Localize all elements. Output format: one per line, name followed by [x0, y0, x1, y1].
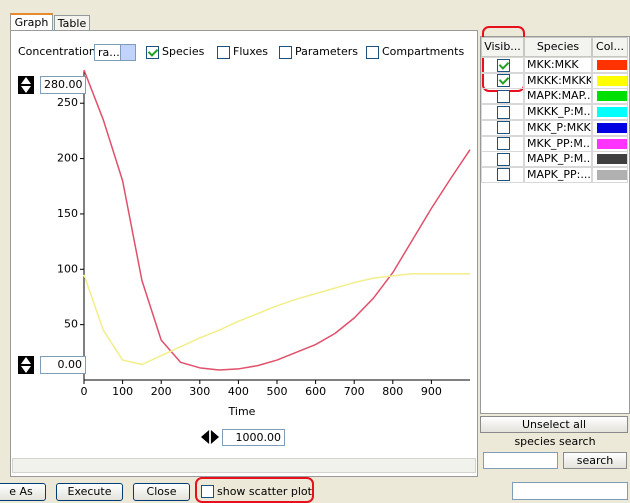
close-button[interactable]: Close	[133, 483, 190, 501]
row-cell	[481, 119, 524, 136]
y-tick-label: 200	[57, 152, 78, 165]
save-as-button[interactable]: e As	[0, 483, 46, 501]
checkbox-label: Compartments	[382, 45, 465, 58]
search-label: species search	[514, 435, 596, 448]
row-cell	[592, 88, 628, 105]
visible-checkbox[interactable]	[497, 89, 510, 103]
dropdown-arrow[interactable]	[120, 45, 135, 60]
color-swatch	[597, 122, 627, 133]
x-tick-label: 400	[228, 385, 249, 398]
checkbox[interactable]	[279, 46, 292, 59]
row-cell	[481, 57, 524, 73]
species-name: MKK_PP:M...	[524, 135, 592, 152]
x-tick-label: 200	[151, 385, 172, 398]
visible-checkbox[interactable]	[497, 74, 510, 88]
row-cell	[592, 72, 628, 89]
row-cell	[592, 151, 628, 168]
spinner[interactable]	[18, 356, 34, 374]
row-cell	[481, 88, 524, 105]
search-input[interactable]	[483, 452, 558, 469]
visible-checkbox[interactable]	[497, 105, 510, 119]
visible-checkbox[interactable]	[497, 58, 510, 72]
color-swatch	[597, 154, 627, 165]
mode-value: ra...	[98, 46, 120, 59]
species-name: MKK_P:MKK	[524, 119, 592, 136]
tab[interactable]: Graph	[10, 13, 53, 31]
table-header: Species	[524, 37, 592, 57]
checkbox[interactable]	[146, 46, 159, 59]
y-tick-label: 250	[57, 96, 78, 109]
x-tick-label: 100	[112, 385, 133, 398]
visible-checkbox[interactable]	[497, 121, 510, 135]
table-header: Visib...	[481, 37, 524, 57]
row-cell	[592, 119, 628, 136]
scatter-label: show scatter plot	[217, 485, 312, 498]
visible-checkbox[interactable]	[497, 137, 510, 150]
execute-button[interactable]: Execute	[56, 483, 123, 501]
mode-label: Concentration	[18, 45, 96, 58]
row-cell	[592, 166, 628, 183]
row-cell	[481, 135, 524, 152]
species-name: MAPK:MAP...	[524, 88, 592, 105]
x-tick-label: 0	[81, 385, 88, 398]
color-swatch	[597, 75, 627, 86]
checkbox-label: Parameters	[295, 45, 358, 58]
color-swatch	[597, 60, 627, 70]
checkbox-label: Species	[162, 45, 205, 58]
color-swatch	[597, 138, 627, 149]
y-tick-label: 50	[64, 318, 78, 331]
series-line	[83, 69, 471, 371]
x-tick-label: 700	[344, 385, 365, 398]
x-tick-label: 900	[421, 385, 442, 398]
x-tick-label: 800	[382, 385, 403, 398]
row-cell	[592, 57, 628, 73]
y-min-input[interactable]: 0.00	[40, 356, 86, 374]
spinner[interactable]	[18, 76, 34, 94]
scatter-checkbox[interactable]	[201, 485, 214, 498]
species-name: MKKK:MKKK	[524, 72, 592, 89]
y-tick-label: 100	[57, 262, 78, 275]
row-cell	[481, 151, 524, 168]
species-name: MAPK_PP:...	[524, 166, 592, 183]
x-axis-label: Time	[228, 405, 256, 418]
row-cell	[481, 72, 524, 89]
unselect-all-button[interactable]: Unselect all	[480, 416, 628, 433]
checkbox-label: Fluxes	[233, 45, 269, 58]
species-name: MKK:MKK	[524, 57, 592, 73]
status-input[interactable]	[512, 482, 628, 500]
row-cell	[481, 104, 524, 121]
y-tick-label: 150	[57, 207, 78, 220]
scrollbar[interactable]	[12, 458, 476, 473]
row-cell	[592, 135, 628, 152]
mode-dropdown[interactable]: ra...	[94, 44, 136, 61]
color-swatch	[597, 107, 627, 118]
search-button[interactable]: search	[563, 452, 627, 469]
checkbox[interactable]	[366, 46, 379, 59]
x-tick-label: 300	[189, 385, 210, 398]
visible-checkbox[interactable]	[497, 152, 510, 166]
species-name: MKKK_P:M...	[524, 104, 592, 121]
series-line	[83, 272, 470, 366]
visible-checkbox[interactable]	[497, 168, 510, 182]
highlight	[195, 477, 314, 503]
color-swatch	[597, 169, 627, 180]
species-name: MAPK_P:M...	[524, 151, 592, 168]
tab[interactable]: Table	[54, 15, 90, 31]
y-max-input[interactable]: 280.00	[40, 76, 86, 94]
color-swatch	[597, 91, 627, 102]
graph-panel	[10, 30, 478, 477]
x-max-input[interactable]: 1000.00	[222, 429, 285, 446]
row-cell	[481, 166, 524, 183]
row-cell	[592, 104, 628, 121]
x-tick-label: 600	[305, 385, 326, 398]
checkbox[interactable]	[217, 46, 230, 59]
table-header: Col...	[592, 37, 628, 57]
x-tick-label: 500	[267, 385, 288, 398]
